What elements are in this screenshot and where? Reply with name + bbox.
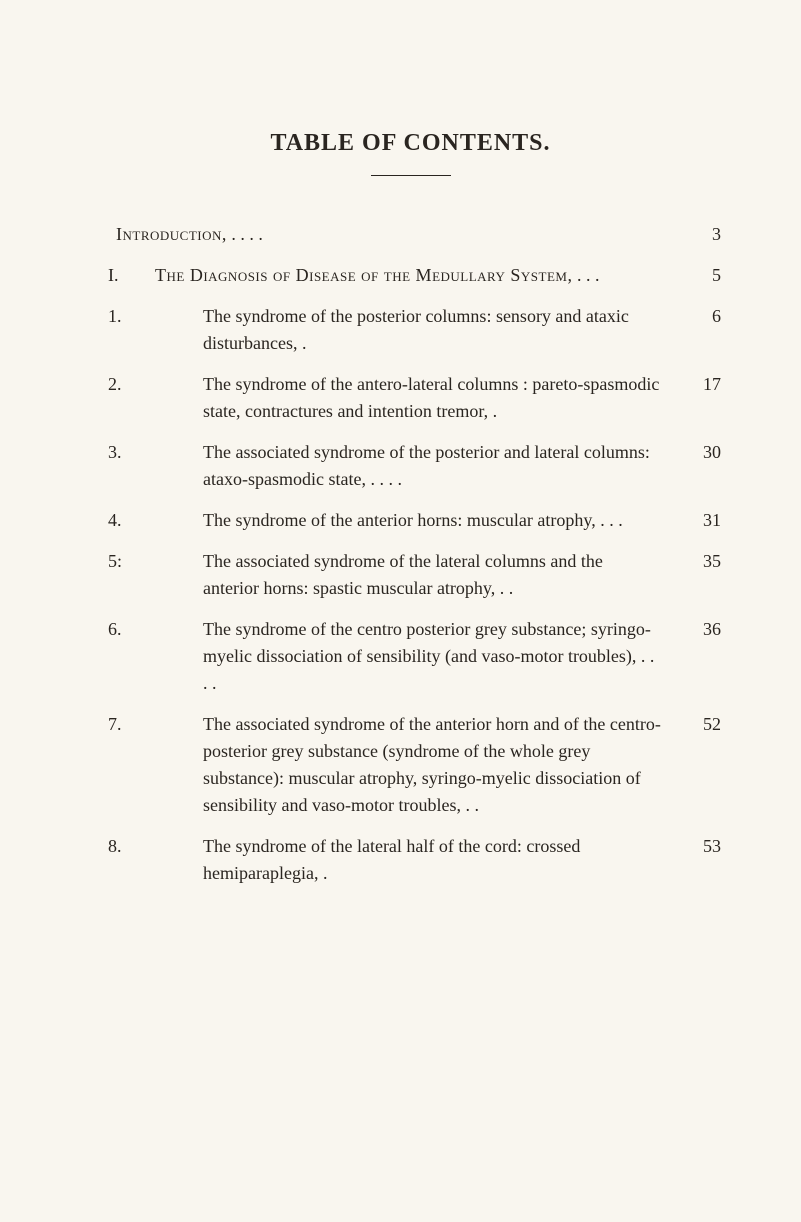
page-title: TABLE OF CONTENTS.	[100, 130, 721, 157]
entry-text-smallcaps: The Diagnosis of Disease of the Medullar…	[155, 265, 572, 285]
toc-entry-sub: 6. The syndrome of the centro posterior …	[100, 616, 721, 697]
entry-page: 31	[676, 507, 721, 534]
entry-page: 6	[676, 303, 721, 330]
entry-text-smallcaps: Introduction,	[116, 224, 227, 244]
entry-text: The syndrome of the posterior columns: s…	[155, 303, 676, 357]
entry-page: 36	[676, 616, 721, 643]
entry-text: The syndrome of the antero-lateral colum…	[155, 371, 676, 425]
entry-text-dots: . . . .	[227, 224, 263, 244]
toc-entry-intro: Introduction, . . . . 3	[100, 221, 721, 248]
toc-entry-sub: 3. The associated syndrome of the poster…	[100, 439, 721, 493]
entry-page: 35	[676, 548, 721, 575]
entry-page: 3	[676, 221, 721, 248]
toc-entry-sub: 8. The syndrome of the lateral half of t…	[100, 833, 721, 887]
toc-entry-sub: 5: The associated syndrome of the latera…	[100, 548, 721, 602]
entry-number: 1.	[100, 303, 155, 330]
entry-text-dots: . . .	[572, 265, 599, 285]
entry-text: The Diagnosis of Disease of the Medullar…	[155, 262, 676, 289]
toc-entry-sub: 1. The syndrome of the posterior columns…	[100, 303, 721, 357]
entry-number: 2.	[100, 371, 155, 398]
toc-entry-sub: 4. The syndrome of the anterior horns: m…	[100, 507, 721, 534]
toc-entry-section: I. The Diagnosis of Disease of the Medul…	[100, 262, 721, 289]
entry-page: 30	[676, 439, 721, 466]
entry-text: The associated syndrome of the posterior…	[155, 439, 676, 493]
entry-number: 4.	[100, 507, 155, 534]
entry-text: The associated syndrome of the anterior …	[155, 711, 676, 819]
toc-entry-sub: 2. The syndrome of the antero-lateral co…	[100, 371, 721, 425]
entry-text: The syndrome of the centro posterior gre…	[155, 616, 676, 697]
entry-page: 5	[676, 262, 721, 289]
entry-number: I.	[100, 262, 155, 289]
entry-text: Introduction, . . . .	[108, 221, 676, 248]
entry-number: 5:	[100, 548, 155, 575]
entry-page: 52	[676, 711, 721, 738]
toc-entry-sub: 7. The associated syndrome of the anteri…	[100, 711, 721, 819]
entry-page: 53	[676, 833, 721, 860]
entry-text: The associated syndrome of the lateral c…	[155, 548, 676, 602]
entry-text: The syndrome of the lateral half of the …	[155, 833, 676, 887]
entry-text: The syndrome of the anterior horns: musc…	[155, 507, 676, 534]
entry-number: 8.	[100, 833, 155, 860]
entry-page: 17	[676, 371, 721, 398]
title-rule	[371, 175, 451, 176]
entry-number: 3.	[100, 439, 155, 466]
entry-number: 6.	[100, 616, 155, 643]
entry-number: 7.	[100, 711, 155, 738]
